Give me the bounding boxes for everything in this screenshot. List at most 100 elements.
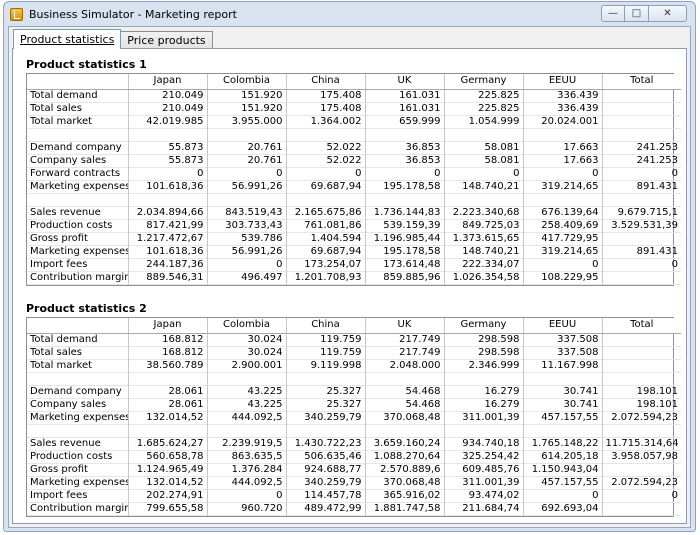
stats-table-1[interactable]: Japan Colombia China UK Germany EEUU Total Tota… <box>26 73 681 286</box>
table-cell[interactable]: 761.081,86 <box>286 219 366 232</box>
table-row[interactable] <box>27 372 681 385</box>
table-cell[interactable]: 2.900.001 <box>207 359 287 372</box>
table-cell[interactable] <box>523 193 603 206</box>
table-cell[interactable]: 58.081 <box>444 154 524 167</box>
column-header[interactable] <box>27 318 129 334</box>
table-cell[interactable]: 1.881.747,58 <box>365 502 445 515</box>
table-cell[interactable]: 151.920 <box>207 89 287 102</box>
table-cell[interactable]: 311.001,39 <box>444 411 524 424</box>
table-cell[interactable]: 692.693,04 <box>523 502 603 515</box>
tab-product-statistics[interactable]: Product statistics <box>13 29 122 49</box>
title-bar[interactable]: Business Simulator - Marketing report — … <box>4 2 695 26</box>
table-cell[interactable]: 2.570.889,6 <box>365 463 445 476</box>
table-cell[interactable]: 148.740,21 <box>444 245 524 258</box>
table-cell[interactable]: 241.253 <box>636 141 678 153</box>
table-cell[interactable]: 799.655,58 <box>128 502 208 515</box>
table-cell[interactable] <box>602 271 681 284</box>
table-cell[interactable]: 336.439 <box>523 89 603 102</box>
table-cell[interactable]: 0 <box>671 167 678 179</box>
table-cell[interactable]: 173.614,48 <box>365 258 445 271</box>
table-cell[interactable] <box>444 372 524 385</box>
table-cell[interactable]: 444.092,5 <box>207 476 287 489</box>
table-cell[interactable]: 222.334,07 <box>444 258 524 271</box>
table-cell[interactable]: 1.736.144,83 <box>365 206 445 219</box>
table-cell[interactable]: 298.598 <box>444 346 524 359</box>
table-cell[interactable]: 2.034.894,66 <box>128 206 208 219</box>
table-cell[interactable]: 560.658,78 <box>128 450 208 463</box>
column-header[interactable]: Germany <box>444 74 524 90</box>
table-cell[interactable]: 365.916,02 <box>365 489 445 502</box>
table-cell[interactable]: 2.346.999 <box>444 359 524 372</box>
table-cell[interactable]: 198.101 <box>636 385 678 397</box>
table-cell[interactable]: 175.408 <box>286 89 366 102</box>
table-cell[interactable]: 119.759 <box>286 346 366 359</box>
table-cell[interactable]: 1.026.354,58 <box>444 271 524 284</box>
table-cell[interactable] <box>602 102 681 115</box>
table-cell[interactable]: 0 <box>444 167 524 180</box>
table-cell[interactable]: 3.529.531,39 <box>611 219 678 231</box>
table-cell[interactable] <box>207 424 287 437</box>
table-cell[interactable]: 1.217.472,67 <box>128 232 208 245</box>
table-cell[interactable]: 195.178,58 <box>365 245 445 258</box>
table-cell[interactable] <box>602 89 681 102</box>
table-cell[interactable]: 2.048.000 <box>365 359 445 372</box>
row-label[interactable]: Total demand <box>27 333 129 346</box>
table-cell[interactable]: 217.749 <box>365 333 445 346</box>
row-label[interactable]: Import fees <box>27 258 129 271</box>
table-cell[interactable]: 3.659.160,24 <box>365 437 445 450</box>
table-cell[interactable]: 20.761 <box>207 141 287 154</box>
table-cell[interactable]: 298.598 <box>444 333 524 346</box>
table-cell[interactable]: 2.072.594,23 <box>611 411 678 423</box>
table-cell[interactable]: 340.259,79 <box>286 476 366 489</box>
table-row[interactable]: Total sales 168.812 30.024 119.759 217.749 29… <box>27 346 681 359</box>
row-label[interactable] <box>27 193 129 206</box>
table-cell[interactable]: 225.825 <box>444 102 524 115</box>
table-cell[interactable]: 54.468 <box>365 398 445 411</box>
table-cell[interactable]: 1.150.943,04 <box>523 463 603 476</box>
table-cell[interactable]: 0 <box>523 258 603 271</box>
table-cell[interactable]: 0 <box>523 167 603 180</box>
table-cell[interactable]: 849.725,03 <box>444 219 524 232</box>
table-cell[interactable]: 614.205,18 <box>523 450 603 463</box>
table-cell[interactable]: 336.439 <box>523 102 603 115</box>
tab-price-products[interactable]: Price products <box>120 31 213 49</box>
table-cell[interactable] <box>602 372 681 385</box>
table-cell[interactable]: 17.663 <box>523 154 603 167</box>
table-cell[interactable]: 225.825 <box>444 89 524 102</box>
table-cell[interactable]: 539.786 <box>207 232 287 245</box>
table-cell[interactable]: 16.279 <box>444 385 524 398</box>
table-cell[interactable]: 168.812 <box>128 346 208 359</box>
table-cell[interactable]: 1.196.985,44 <box>365 232 445 245</box>
table-cell[interactable] <box>602 346 681 359</box>
table-cell[interactable] <box>128 128 208 141</box>
table-row[interactable]: Total market 42.019.985 3.955.000 1.364.002… <box>27 115 681 128</box>
table-cell[interactable]: 3.955.000 <box>207 115 287 128</box>
table-cell[interactable]: 210.049 <box>128 89 208 102</box>
table-cell[interactable] <box>365 128 445 141</box>
table-cell[interactable]: 20.761 <box>207 154 287 167</box>
table-cell[interactable] <box>602 193 681 206</box>
row-label[interactable]: Total sales <box>27 346 129 359</box>
table-cell[interactable]: 17.663 <box>523 141 603 154</box>
table-row[interactable]: Marketing expenses 132.014,52 444.092,5 340… <box>27 476 681 489</box>
column-header[interactable]: Colombia <box>207 318 287 334</box>
table-cell[interactable]: 101.618,36 <box>128 245 208 258</box>
table-row[interactable] <box>27 128 681 141</box>
row-label[interactable]: Total market <box>27 115 129 128</box>
table-cell[interactable] <box>444 424 524 437</box>
row-label[interactable]: Marketing expenses <box>27 411 129 424</box>
table-cell[interactable] <box>602 333 681 346</box>
row-label[interactable]: Import fees <box>27 489 129 502</box>
table-cell[interactable]: 9.119.998 <box>286 359 366 372</box>
row-label[interactable]: Production costs <box>27 219 129 232</box>
table-cell[interactable]: 25.327 <box>286 385 366 398</box>
table-cell[interactable]: 16.279 <box>444 398 524 411</box>
table-cell[interactable]: 1.404.594 <box>286 232 366 245</box>
table-cell[interactable]: 119.759 <box>286 333 366 346</box>
table-cell[interactable] <box>365 372 445 385</box>
table-cell[interactable]: 817.421,99 <box>128 219 208 232</box>
table-cell[interactable]: 457.157,55 <box>523 411 603 424</box>
table-cell[interactable]: 42.019.985 <box>128 115 208 128</box>
table-cell[interactable]: 417.729,95 <box>523 232 603 245</box>
table-cell[interactable] <box>286 128 366 141</box>
